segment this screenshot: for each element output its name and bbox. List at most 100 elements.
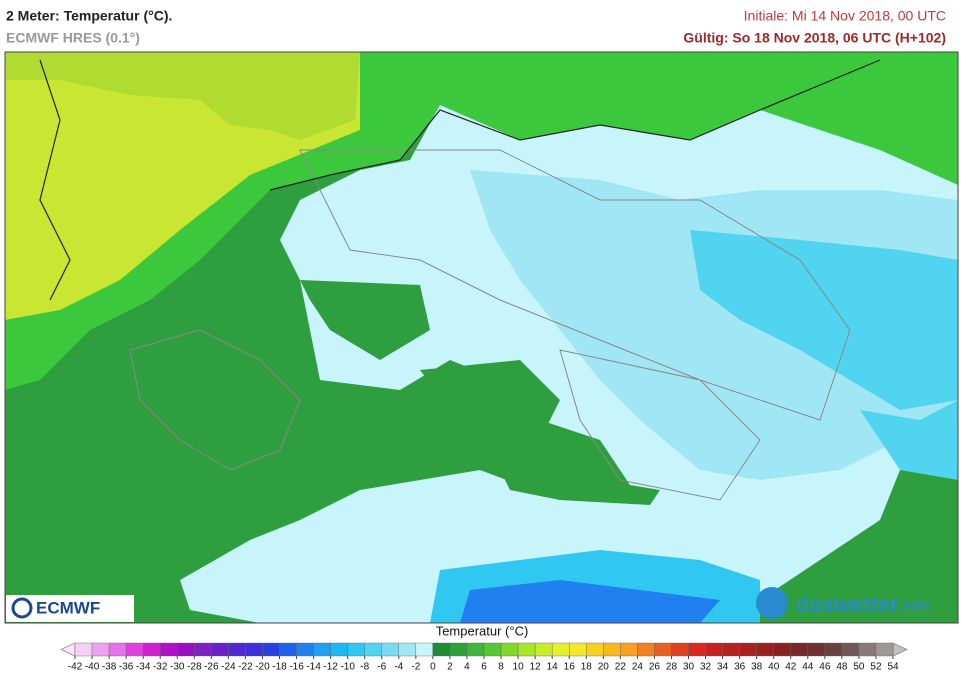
colorbar-bin: [483, 642, 502, 657]
colorbar-bin: [790, 642, 808, 657]
model-name: ECMWF HRES (0.1°): [6, 30, 140, 46]
colorbar-bin: [74, 642, 93, 657]
valid-time: Gültig: So 18 Nov 2018, 06 UTC (H+102): [683, 30, 946, 46]
colorbar-tick-label: -22: [238, 662, 253, 673]
colorbar-bin: [637, 642, 655, 657]
colorbar-bin: [841, 642, 860, 657]
ecmwf-logo: ECMWF: [36, 598, 100, 617]
colorbar-bin: [211, 642, 229, 657]
colorbar-tick-label: -10: [340, 662, 355, 673]
colorbar-tick-label: 48: [836, 662, 848, 673]
init-time: Initiale: Mi 14 Nov 2018, 00 UTC: [744, 8, 946, 24]
colorbar-tick-label: 38: [751, 662, 763, 673]
colorbar-bin: [620, 642, 638, 657]
colorbar-bin: [756, 642, 774, 657]
colorbar: -42 -40 -38 -36 -34 -32 -30 -28 -26 -24 -22 -20 -18-…: [60, 642, 908, 673]
borders: [129, 149, 851, 501]
colorbar-bin: [142, 642, 161, 657]
colorbar-bin: [245, 642, 263, 657]
colorbar-bin: [228, 642, 246, 657]
colorbar-tick-label: 42: [785, 662, 797, 673]
colorbar-tick-label: -8: [360, 662, 369, 673]
colorbar-tick-label: 14: [547, 662, 559, 673]
colorbar-tick-label: 6: [481, 662, 487, 673]
colorbar-bin: [466, 642, 485, 657]
colorbar-bin: [705, 642, 723, 657]
colorbar-bin: [858, 642, 877, 657]
colorbar-bin: [330, 642, 348, 657]
colorbar-tick-label: 50: [853, 662, 865, 673]
coastline: [39, 59, 881, 301]
colorbar-tick-label: -28: [187, 662, 202, 673]
colorbar-bin: [654, 642, 672, 657]
colorbar-bin: [381, 642, 399, 657]
colorbar-bin: [194, 642, 212, 657]
colorbar-bin: [739, 642, 757, 657]
colorbar-tick-label: 18: [581, 662, 593, 673]
colorbar-title: Temperatur (°C): [436, 623, 529, 638]
colder-area: [690, 230, 958, 410]
mild-patches: [300, 280, 660, 505]
colorbar-tick-label: 12: [530, 662, 542, 673]
colorbar-tick-label: 4: [464, 662, 470, 673]
warm-sea-2: [5, 52, 360, 140]
colorbar-bin: [432, 642, 451, 657]
colorbar-tick-label: -16: [289, 662, 304, 673]
colorbar-tick-label: -20: [255, 662, 270, 673]
colorbar-bin: [262, 642, 280, 657]
daswetter-logo: daswetter.com: [796, 592, 929, 617]
colorbar-tick-label: -38: [102, 662, 117, 673]
colorbar-tick-label: -12: [323, 662, 338, 673]
colorbar-tick-label: -30: [170, 662, 185, 673]
colorbar-tick-label: 44: [802, 662, 814, 673]
colorbar-tick-label: 16: [564, 662, 576, 673]
colorbar-tick-label: -14: [306, 662, 321, 673]
colorbar-bin: [688, 642, 706, 657]
colorbar-tick-label: 24: [632, 662, 644, 673]
colorbar-bin: [398, 642, 417, 657]
colorbar-tick-label: -34: [136, 662, 151, 673]
colorbar-tick-label: -2: [411, 662, 420, 673]
colorbar-bin: [364, 642, 382, 657]
colorbar-bin: [279, 642, 297, 657]
colorbar-bin: [603, 642, 621, 657]
colorbar-bin: [415, 642, 434, 657]
colorbar-tick-label: -18: [272, 662, 287, 673]
colorbar-bin: [449, 642, 468, 657]
colorbar-high-arrow: [892, 642, 908, 657]
colorbar-tick-label: 2: [447, 662, 453, 673]
colorbar-tick-label: 52: [870, 662, 882, 673]
colorbar-bin: [551, 642, 570, 657]
colorbar-bin: [500, 642, 519, 657]
map-frame: [4, 51, 959, 624]
colorbar-tick-label: 40: [768, 662, 780, 673]
colorbar-tick-label: -26: [204, 662, 219, 673]
colorbar-bin: [671, 642, 689, 657]
colorbar-tick-label: -24: [221, 662, 236, 673]
colorbar-tick-label: 54: [887, 662, 899, 673]
colorbar-bin: [569, 642, 587, 657]
colorbar-tick-label: -36: [119, 662, 134, 673]
colorbar-tick-label: 0: [430, 662, 436, 673]
colorbar-tick-label: -42: [68, 662, 83, 673]
colorbar-tick-label: -40: [85, 662, 100, 673]
colorbar-bin: [160, 642, 178, 657]
colorbar-tick-label: 22: [615, 662, 627, 673]
colorbar-bin: [773, 642, 791, 657]
logo-main: daswetter: [796, 592, 899, 617]
colorbar-bin: [296, 642, 314, 657]
logo-suffix: .com: [899, 597, 929, 612]
colorbar-tick-label: 46: [819, 662, 831, 673]
alps-colder: [460, 580, 720, 623]
colorbar-bin: [108, 642, 127, 657]
colorbar-bin: [824, 642, 843, 657]
colorbar-tick-label: 10: [513, 662, 525, 673]
colorbar-tick-label: 8: [498, 662, 504, 673]
colorbar-tick-label: 20: [598, 662, 610, 673]
colorbar-bin: [534, 642, 553, 657]
colorbar-bin: [517, 642, 536, 657]
colorbar-bin: [807, 642, 826, 657]
colorbar-tick-label: 26: [649, 662, 661, 673]
colorbar-bin: [177, 642, 195, 657]
